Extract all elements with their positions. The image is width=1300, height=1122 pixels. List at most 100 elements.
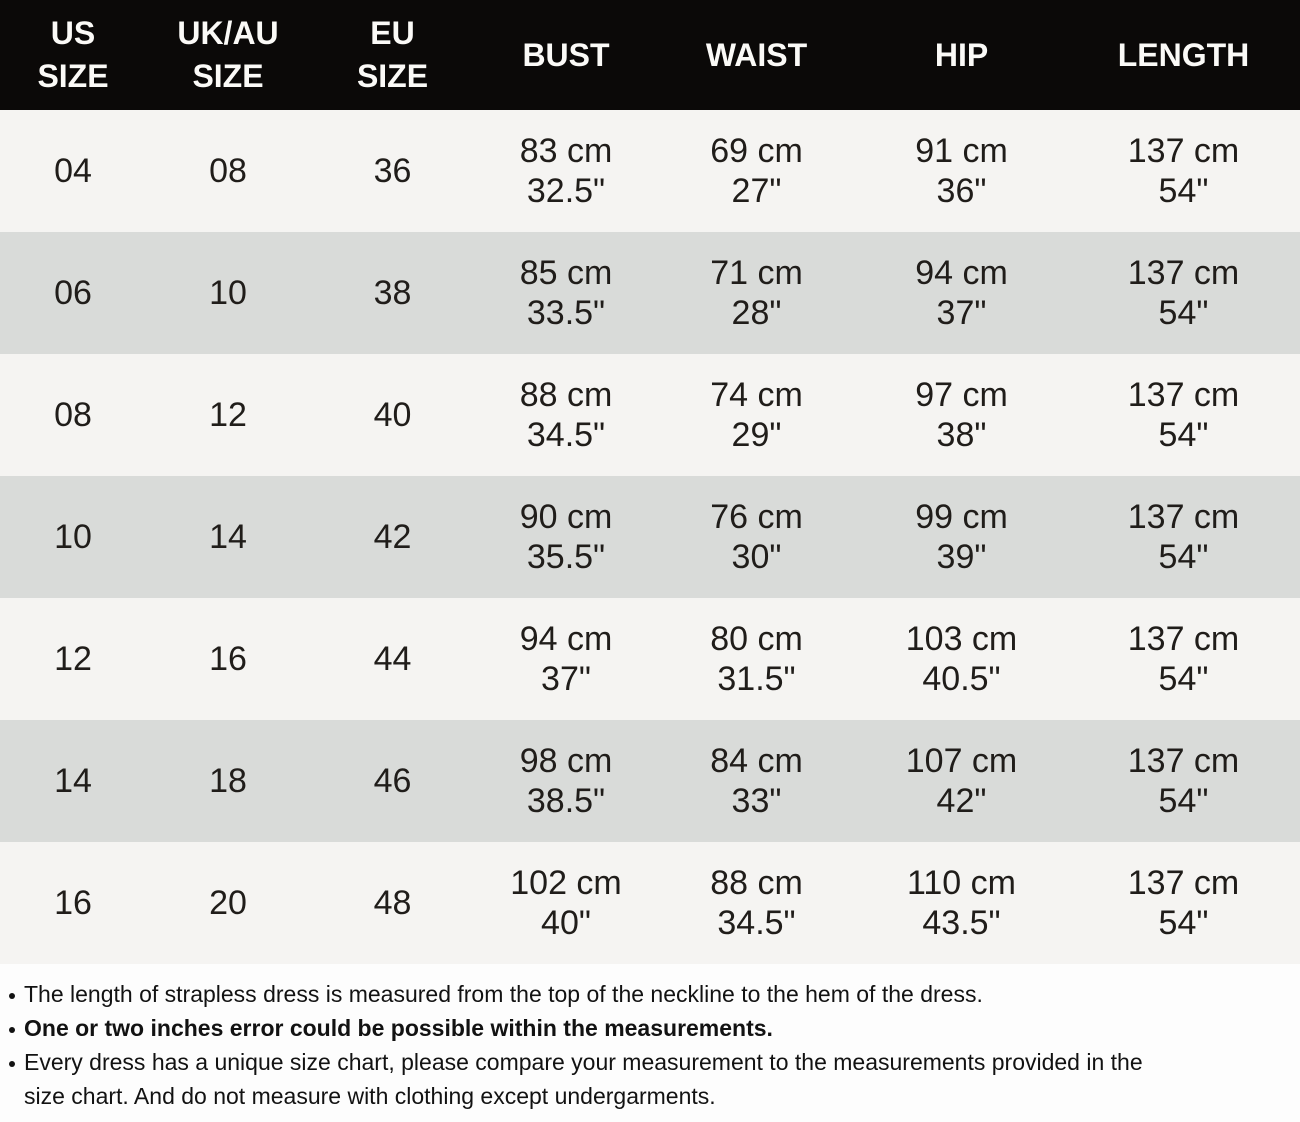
cell-line: 54" [1158,294,1209,332]
cell-waist: 80 cm 31.5" [657,598,856,720]
cell-us-size: 04 [0,110,146,232]
column-header-line: BUST [522,36,610,73]
cell-line: 12 [209,396,247,434]
cell-line: 18 [209,762,247,800]
column-header-line: HIP [934,36,989,73]
cell-line: 04 [54,152,92,190]
cell-line: 42 [373,518,412,556]
cell-line: 74 cm [710,376,803,414]
cell-waist: 76 cm 30" [657,476,856,598]
cell-uk-au-size: 16 [146,598,310,720]
cell-line: 94 cm [519,620,613,658]
cell-line: 36 [373,152,412,190]
column-header-line: LENGTH [1117,36,1250,73]
cell-us-size: 12 [0,598,146,720]
cell-line: 94 cm [915,254,1008,292]
cell-line: 99 cm [915,498,1008,536]
size-row-us-14: 14 18 46 98 cm 38.5" 84 cm 33" 107 cm 42" 137 cm 5… [0,720,1300,842]
column-header-line: SIZE [356,58,429,94]
cell-line: 54" [1158,416,1209,454]
table-header-row: US SIZE UK/AU SIZE EU SIZE BUST WAIST HIP LENGTH [0,0,1300,110]
cell-line: 08 [54,396,92,434]
cell-line: 14 [209,518,247,556]
cell-line: 76 cm [710,498,803,536]
note-line: One or two inches error could be possibl… [24,1015,773,1041]
cell-uk-au-size: 10 [146,232,310,354]
table-body: 04 08 36 83 cm 32.5" 69 cm 27" 91 cm 36" 137 cm 54… [0,110,1300,964]
note-item-1: The length of strapless dress is measure… [8,977,1270,1011]
cell-line: 10 [54,518,92,556]
cell-length: 137 cm 54" [1067,476,1300,598]
cell-waist: 71 cm 28" [657,232,856,354]
cell-line: 97 cm [915,376,1008,414]
cell-line: 32.5" [526,172,606,210]
cell-line: 90 cm [519,498,613,536]
cell-line: 88 cm [710,864,803,902]
cell-length: 137 cm 54" [1067,110,1300,232]
cell-eu-size: 40 [310,354,475,476]
cell-line: 33" [731,782,782,820]
cell-us-size: 10 [0,476,146,598]
cell-line: 137 cm [1127,498,1240,536]
cell-line: 38" [936,416,987,454]
cell-line: 08 [209,152,247,190]
cell-line: 54" [1158,660,1209,698]
cell-line: 20 [209,884,247,922]
notes-section: The length of strapless dress is measure… [0,964,1300,1121]
cell-line: 30" [731,538,782,576]
column-header-line: WAIST [705,36,808,73]
cell-us-size: 16 [0,842,146,964]
cell-line: 107 cm [905,742,1018,780]
cell-line: 88 cm [519,376,613,414]
cell-line: 69 cm [710,132,803,170]
cell-bust: 88 cm 34.5" [475,354,657,476]
cell-us-size: 06 [0,232,146,354]
note-line: Every dress has a unique size chart, ple… [24,1049,1143,1075]
cell-us-size: 14 [0,720,146,842]
size-row-us-16: 16 20 48 102 cm 40" 88 cm 34.5" 110 cm 43.5" 137 … [0,842,1300,964]
cell-line: 16 [54,884,92,922]
cell-waist: 69 cm 27" [657,110,856,232]
size-row-us-08: 08 12 40 88 cm 34.5" 74 cm 29" 97 cm 38" 137 cm 54… [0,354,1300,476]
cell-line: 38 [373,274,412,312]
cell-hip: 97 cm 38" [856,354,1067,476]
column-header-line: US [50,15,96,51]
column-header-line: EU [370,15,415,51]
cell-line: 37" [541,660,591,698]
cell-line: 44 [373,640,412,678]
cell-line: 40" [541,904,591,942]
cell-bust: 94 cm 37" [475,598,657,720]
cell-line: 137 cm [1127,254,1240,292]
cell-eu-size: 42 [310,476,475,598]
cell-line: 14 [54,762,92,800]
size-row-us-12: 12 16 44 94 cm 37" 80 cm 31.5" 103 cm 40.5" 137 c… [0,598,1300,720]
note-item-3: Every dress has a unique size chart, ple… [8,1045,1270,1113]
column-header-eu-size: EU SIZE [310,0,475,110]
cell-line: 137 cm [1127,376,1240,414]
size-row-us-06: 06 10 38 85 cm 33.5" 71 cm 28" 94 cm 37" 137 cm 54… [0,232,1300,354]
cell-line: 27" [731,172,782,210]
cell-line: 54" [1158,782,1209,820]
size-chart-table: US SIZE UK/AU SIZE EU SIZE BUST WAIST HIP LENGTH … [0,0,1300,964]
cell-uk-au-size: 18 [146,720,310,842]
cell-line: 34.5" [717,904,796,942]
cell-line: 91 cm [915,132,1008,170]
cell-line: 80 cm [710,620,803,658]
column-header-uk-au-size: UK/AU SIZE [146,0,310,110]
column-header-line: SIZE [37,58,109,94]
cell-line: 42" [936,782,987,820]
cell-line: 31.5" [717,660,796,698]
cell-uk-au-size: 20 [146,842,310,964]
cell-line: 34.5" [526,416,606,454]
cell-length: 137 cm 54" [1067,598,1300,720]
column-header-hip: HIP [856,0,1067,110]
cell-line: 98 cm [519,742,613,780]
cell-line: 137 cm [1127,620,1240,658]
cell-eu-size: 44 [310,598,475,720]
cell-line: 54" [1158,538,1209,576]
column-header-us-size: US SIZE [0,0,146,110]
cell-line: 54" [1158,904,1209,942]
cell-eu-size: 38 [310,232,475,354]
cell-line: 36" [936,172,987,210]
